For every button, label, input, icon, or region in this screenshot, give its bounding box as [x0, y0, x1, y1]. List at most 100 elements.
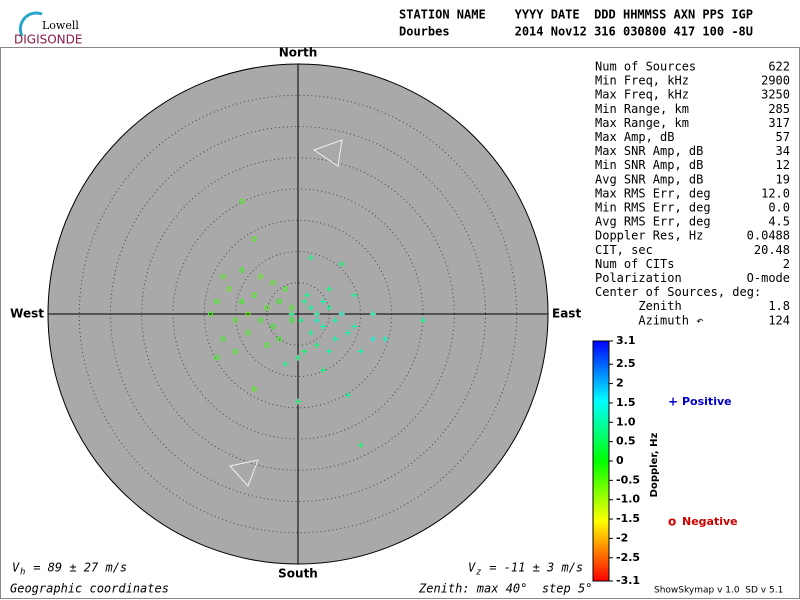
- positive-source: [307, 254, 314, 261]
- stat-value: 0.0488: [747, 229, 790, 243]
- stat-label: Avg RMS Err, deg: [595, 215, 711, 229]
- colorbar-tick-label: 1.0: [616, 415, 636, 428]
- positive-source: [357, 442, 364, 449]
- negative-source: [245, 330, 251, 336]
- vz-text: = -11 ± 3 m/s: [482, 561, 583, 575]
- negative-source: [239, 199, 245, 204]
- version-label: ShowSkymap v 1.0 SD v 5.1: [654, 586, 783, 596]
- stat-value: 57: [776, 130, 790, 144]
- stat-label: Polarization: [595, 271, 682, 285]
- stat-value: 12: [776, 158, 790, 172]
- stat-value: 3250: [761, 88, 790, 102]
- stat-label: Avg SNR Amp, dB: [595, 172, 703, 186]
- stat-label: Max SNR Amp, dB: [595, 144, 703, 158]
- positive-source: [338, 311, 345, 317]
- negative-source: [214, 299, 220, 304]
- stat-value: 124: [768, 313, 790, 327]
- positive-symbol: +: [668, 395, 678, 409]
- south-label: South: [278, 567, 318, 581]
- positive-source: [326, 286, 333, 292]
- positive-source: [332, 317, 339, 324]
- positive-source: [301, 348, 308, 355]
- colorbar-tick-label: 0.5: [616, 435, 636, 448]
- compass-arrow: [229, 459, 259, 487]
- negative-source: [233, 349, 238, 354]
- positive-source: [313, 311, 320, 317]
- positive-label: Positive: [682, 395, 732, 408]
- logo-arc: [18, 11, 43, 37]
- negative-source: [208, 311, 213, 317]
- positive-source: [313, 317, 320, 324]
- stat-value: 622: [768, 60, 790, 74]
- negative-symbol: o: [668, 515, 676, 529]
- positive-source: [307, 304, 314, 311]
- colorbar-tick-label: -1.5: [616, 512, 640, 525]
- positive-source: [326, 304, 333, 311]
- negative-source: [270, 324, 276, 329]
- stat-value: 285: [768, 102, 790, 116]
- stat-label: Doppler Res, Hz: [595, 229, 703, 243]
- positive-source: [345, 392, 351, 399]
- stat-value: O-mode: [747, 271, 790, 285]
- stat-value: 4.5: [768, 215, 790, 229]
- colorbar: [592, 340, 610, 582]
- colorbar-tick-label: 3.1: [616, 334, 636, 347]
- negative-source: [245, 311, 251, 317]
- logo-bottom: DIGISONDE: [14, 33, 82, 47]
- stat-label: Min RMS Err, deg: [595, 201, 711, 215]
- colorbar-label: Doppler, Hz: [649, 433, 660, 498]
- positive-source: [320, 323, 326, 330]
- stat-value: 317: [768, 116, 790, 130]
- negative-source: [289, 317, 295, 323]
- negative-source: [251, 386, 257, 392]
- positive-source: [301, 298, 308, 305]
- negative-source: [226, 286, 232, 292]
- stat-label: Num of Sources: [595, 60, 696, 74]
- colorbar-tick-label: -2: [616, 531, 628, 544]
- negative-source: [258, 317, 263, 323]
- negative-source: [264, 342, 270, 348]
- stat-label: Azimuth ↶: [595, 313, 703, 327]
- positive-source: [298, 317, 305, 324]
- stat-value: 20.48: [754, 243, 790, 257]
- negative-source: [239, 299, 245, 304]
- stat-label: Center of Sources, deg:: [595, 285, 761, 299]
- vz-symbol: V: [468, 561, 476, 575]
- colorbar-tick-label: 2: [616, 377, 624, 390]
- positive-source: [326, 348, 333, 355]
- positive-source: [338, 261, 345, 267]
- positive-source: [420, 317, 426, 324]
- stat-label: Min Range, km: [595, 102, 689, 116]
- stat-value: 2: [783, 257, 790, 271]
- positive-source: [345, 329, 351, 336]
- compass-arrow: [312, 139, 343, 167]
- vh-sub: h: [20, 568, 25, 578]
- negative-source: [258, 274, 263, 279]
- stat-value: 2900: [761, 74, 790, 88]
- header-columns: STATION NAME YYYY DATE DDD HHMMSS AXN PP…: [399, 8, 753, 22]
- stat-value: 19: [776, 172, 790, 186]
- positive-source: [332, 336, 339, 342]
- stat-value: 0.0: [768, 201, 790, 215]
- positive-source: [370, 311, 376, 317]
- positive-source: [307, 329, 314, 336]
- negative-source: [220, 274, 226, 279]
- negative-label: Negative: [682, 515, 738, 528]
- positive-source: [313, 342, 320, 349]
- positive-source: [282, 361, 289, 367]
- positive-source: [351, 292, 358, 299]
- positive-source: [370, 336, 376, 342]
- stat-label: Min Freq, kHz: [595, 74, 689, 88]
- positive-source: [351, 323, 358, 330]
- north-label: North: [279, 46, 317, 60]
- positive-source: [357, 348, 364, 355]
- positive-source: [382, 336, 389, 342]
- stat-value: 12.0: [761, 186, 790, 200]
- negative-source: [220, 336, 226, 342]
- colorbar-tick-label: 0: [616, 454, 624, 467]
- stat-label: Max Range, km: [595, 116, 689, 130]
- negative-source: [233, 317, 238, 323]
- stat-label: Num of CITs: [595, 257, 674, 271]
- zenith-label: Zenith: max 40° step 5°: [418, 582, 592, 596]
